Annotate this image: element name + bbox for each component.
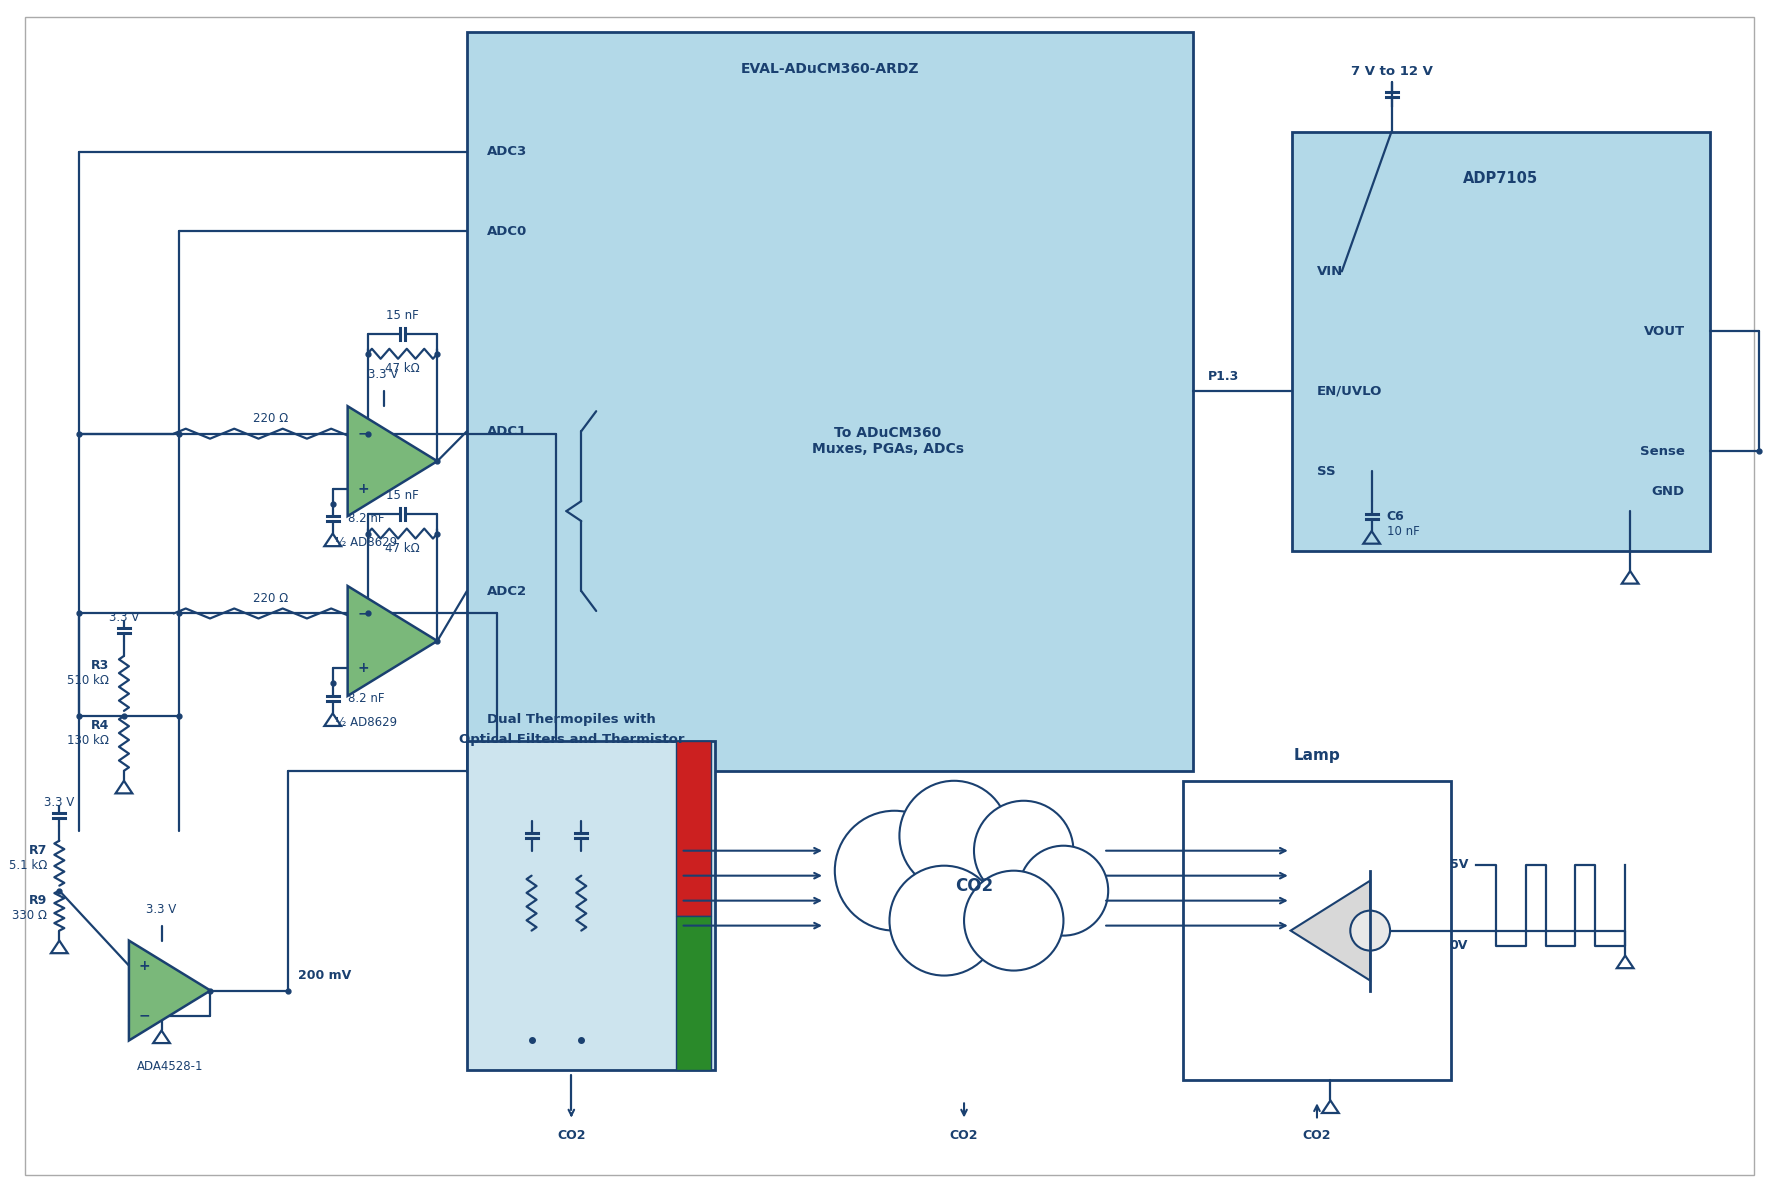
Text: 3.3 V: 3.3 V: [44, 796, 75, 809]
Text: R9: R9: [28, 894, 48, 908]
Text: P1.3: P1.3: [1208, 369, 1240, 382]
Text: ½ AD8629: ½ AD8629: [334, 536, 396, 549]
Text: CO2: CO2: [955, 877, 993, 894]
Circle shape: [899, 781, 1009, 891]
Text: ADC2: ADC2: [487, 585, 527, 598]
FancyBboxPatch shape: [467, 32, 1193, 771]
Text: 130 kΩ: 130 kΩ: [67, 735, 108, 747]
Text: R3: R3: [91, 660, 108, 673]
Text: ½ AD8629: ½ AD8629: [334, 716, 396, 729]
Circle shape: [1019, 846, 1108, 936]
Text: 3.3 V: 3.3 V: [146, 903, 176, 916]
Text: 7 V to 12 V: 7 V to 12 V: [1350, 66, 1433, 79]
Text: 220 Ω: 220 Ω: [252, 592, 288, 605]
Text: −: −: [357, 606, 369, 621]
Text: 5V: 5V: [1449, 859, 1469, 871]
Polygon shape: [348, 586, 437, 696]
Text: ADP7105: ADP7105: [1463, 172, 1538, 187]
Text: +: +: [357, 481, 369, 495]
Text: 47 kΩ: 47 kΩ: [385, 362, 419, 375]
Polygon shape: [1291, 880, 1369, 980]
Text: +: +: [357, 661, 369, 675]
Text: To ADuCM360
Muxes, PGAs, ADCs: To ADuCM360 Muxes, PGAs, ADCs: [812, 426, 964, 456]
Text: 3.3 V: 3.3 V: [368, 368, 398, 381]
Text: 330 Ω: 330 Ω: [12, 909, 48, 922]
Circle shape: [890, 866, 998, 975]
FancyBboxPatch shape: [467, 741, 716, 1071]
Text: CO2: CO2: [1304, 1129, 1332, 1142]
Text: Lamp: Lamp: [1293, 748, 1341, 763]
Text: VOUT: VOUT: [1645, 325, 1685, 338]
Text: Sense: Sense: [1639, 444, 1685, 457]
Polygon shape: [348, 406, 437, 516]
Text: 200 mV: 200 mV: [298, 969, 352, 983]
FancyBboxPatch shape: [675, 741, 710, 916]
Text: 5.1 kΩ: 5.1 kΩ: [9, 859, 48, 872]
Text: Optical Filters and Thermistor: Optical Filters and Thermistor: [458, 732, 684, 746]
Text: 8.2 nF: 8.2 nF: [348, 692, 384, 705]
Text: EN/UVLO: EN/UVLO: [1318, 385, 1382, 398]
FancyBboxPatch shape: [1183, 781, 1451, 1080]
Text: ADC0: ADC0: [487, 225, 527, 238]
Text: −: −: [139, 1009, 151, 1023]
Text: 15 nF: 15 nF: [385, 310, 419, 323]
Circle shape: [964, 871, 1064, 971]
Text: ADC3: ADC3: [487, 145, 527, 158]
Circle shape: [1350, 911, 1391, 950]
Text: VIN: VIN: [1318, 264, 1343, 278]
FancyBboxPatch shape: [1293, 131, 1710, 551]
Polygon shape: [130, 941, 210, 1041]
Text: 220 Ω: 220 Ω: [252, 412, 288, 425]
FancyBboxPatch shape: [675, 916, 710, 1071]
Text: GND: GND: [1652, 485, 1685, 498]
Text: 510 kΩ: 510 kΩ: [67, 674, 108, 687]
Circle shape: [835, 811, 954, 930]
Text: C6: C6: [1387, 510, 1405, 523]
Text: R7: R7: [28, 844, 48, 858]
Text: 3.3 V: 3.3 V: [108, 611, 139, 624]
Text: +: +: [139, 959, 151, 973]
Circle shape: [973, 800, 1073, 900]
Text: CO2: CO2: [558, 1129, 586, 1142]
Text: ADC1: ADC1: [487, 425, 527, 437]
Text: ADA4528-1: ADA4528-1: [137, 1060, 202, 1073]
Text: 10 nF: 10 nF: [1387, 524, 1419, 537]
Text: 47 kΩ: 47 kΩ: [385, 542, 419, 555]
Text: 0V: 0V: [1449, 939, 1469, 952]
Text: 8.2 nF: 8.2 nF: [348, 512, 384, 525]
Text: −: −: [357, 426, 369, 441]
Text: 15 nF: 15 nF: [385, 490, 419, 503]
Text: EVAL-ADuCM360-ARDZ: EVAL-ADuCM360-ARDZ: [741, 62, 918, 75]
Text: R4: R4: [91, 719, 108, 732]
Text: CO2: CO2: [950, 1129, 979, 1142]
Text: Dual Thermopiles with: Dual Thermopiles with: [487, 713, 655, 725]
Text: SS: SS: [1318, 464, 1336, 478]
